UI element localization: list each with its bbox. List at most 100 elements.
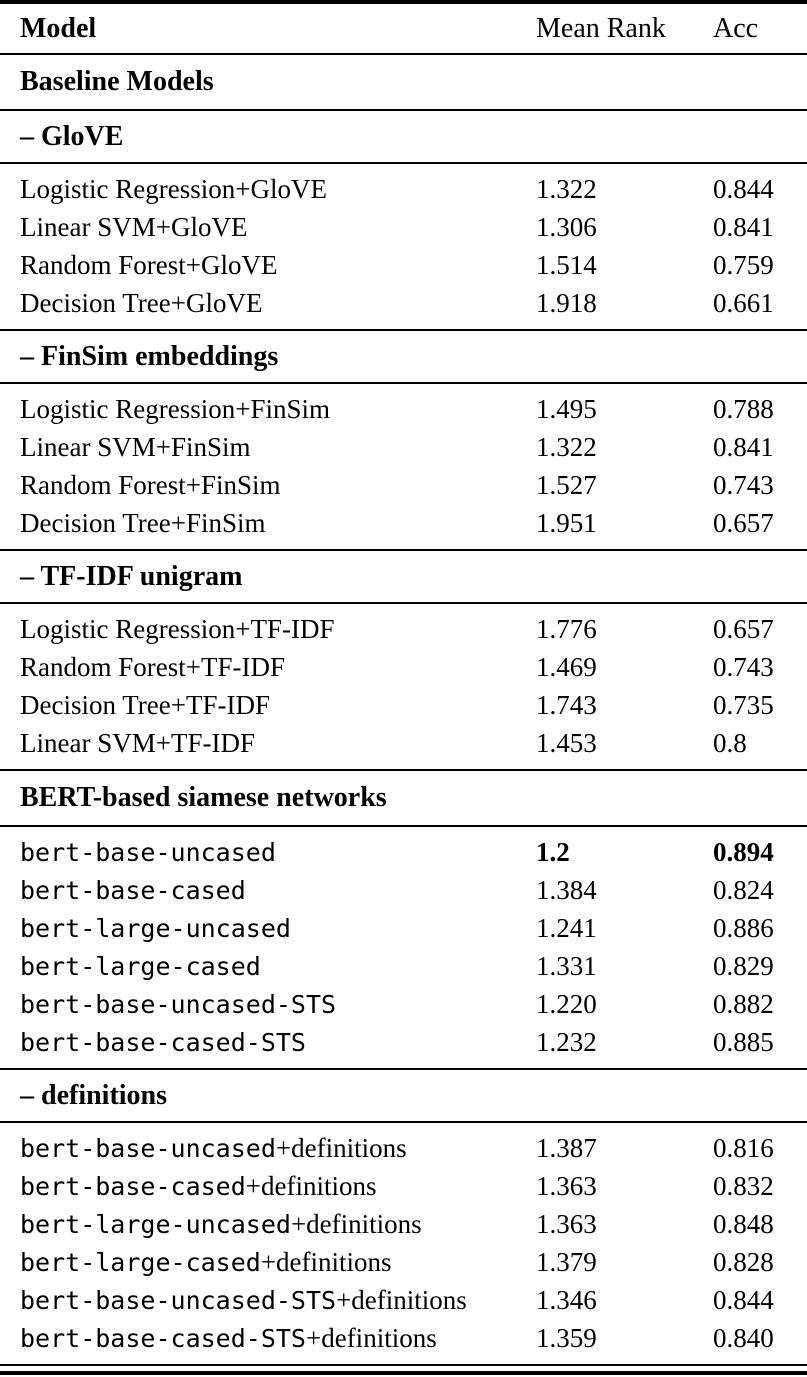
model-cell: bert-base-cased-STS: [0, 1027, 536, 1058]
table-row: bert-base-cased 1.384 0.824: [0, 871, 807, 909]
section-divider-rule: [0, 769, 807, 771]
section-divider-rule: [0, 1068, 807, 1070]
section-divider-rule: [0, 825, 807, 827]
table-row: Linear SVM+TF-IDF 1.453 0.8: [0, 724, 807, 762]
table-row: bert-large-cased+definitions 1.379 0.828: [0, 1243, 807, 1281]
model-name-text: +definitions: [245, 1170, 377, 1201]
column-header-mean-rank: Mean Rank: [536, 12, 666, 44]
table-row: Linear SVM+GloVE 1.306 0.841: [0, 208, 807, 246]
model-cell: Logistic Regression+FinSim: [0, 394, 536, 425]
model-cell: Logistic Regression+TF-IDF: [0, 614, 536, 645]
mean-rank-cell: 1.346: [536, 1284, 597, 1315]
table-bottom-rule: [0, 1371, 807, 1375]
section-rows: bert-base-uncased+definitions 1.387 0.816 b…: [0, 1123, 807, 1364]
model-cell: Random Forest+TF-IDF: [0, 652, 536, 683]
acc-cell: 0.743: [713, 651, 774, 682]
model-cell: bert-base-uncased: [0, 837, 536, 868]
table-row: Random Forest+GloVE 1.514 0.759: [0, 246, 807, 284]
acc-cell: 0.844: [713, 1284, 774, 1315]
model-cell: bert-base-cased+definitions: [0, 1171, 536, 1202]
table-row: bert-base-uncased-STS+definitions 1.346 0.…: [0, 1281, 807, 1319]
table-header-row: Model Mean Rank Acc: [0, 4, 807, 53]
model-name-text: +definitions: [336, 1284, 467, 1315]
mean-rank-cell: 1.951: [536, 507, 597, 538]
section-divider-rule: [0, 109, 807, 111]
acc-cell: 0.894: [713, 836, 774, 867]
section-divider-rule: [0, 1121, 807, 1123]
model-cell: Decision Tree+TF-IDF: [0, 690, 536, 721]
model-cell: bert-base-cased: [0, 875, 536, 906]
model-cell: bert-large-cased: [0, 951, 536, 982]
model-name-text: Linear SVM+GloVE: [20, 211, 248, 242]
acc-cell: 0.882: [713, 988, 774, 1019]
acc-cell: 0.848: [713, 1208, 774, 1239]
model-cell: bert-base-uncased+definitions: [0, 1133, 536, 1164]
mean-rank-cell: 1.743: [536, 689, 597, 720]
table-row: bert-base-uncased+definitions 1.387 0.816: [0, 1129, 807, 1167]
acc-cell: 0.829: [713, 950, 774, 981]
table-row: Logistic Regression+FinSim 1.495 0.788: [0, 390, 807, 428]
table-row: bert-large-cased 1.331 0.829: [0, 947, 807, 985]
model-name-code: bert-base-cased-STS: [20, 1027, 306, 1057]
header-divider-rule: [0, 53, 807, 55]
model-cell: Logistic Regression+GloVE: [0, 174, 536, 205]
model-name-text: Decision Tree+GloVE: [20, 287, 263, 318]
acc-cell: 0.828: [713, 1246, 774, 1277]
mean-rank-cell: 1.322: [536, 431, 597, 462]
table-row: bert-base-uncased-STS 1.220 0.882: [0, 985, 807, 1023]
model-name-text: +definitions: [260, 1246, 392, 1277]
mean-rank-cell: 1.306: [536, 211, 597, 242]
mean-rank-cell: 1.384: [536, 874, 597, 905]
table-row: bert-large-uncased 1.241 0.886: [0, 909, 807, 947]
model-cell: Random Forest+GloVE: [0, 250, 536, 281]
table-row: Logistic Regression+TF-IDF 1.776 0.657: [0, 610, 807, 648]
section-title-label: – definitions: [20, 1079, 168, 1111]
table-row: Decision Tree+TF-IDF 1.743 0.735: [0, 686, 807, 724]
model-name-text: Logistic Regression+TF-IDF: [20, 613, 335, 644]
acc-cell: 0.832: [713, 1170, 774, 1201]
model-name-text: Logistic Regression+FinSim: [20, 393, 330, 424]
model-name-text: Decision Tree+TF-IDF: [20, 689, 270, 720]
model-name-code: bert-large-cased: [20, 1247, 261, 1277]
section-title-label: Baseline Models: [20, 66, 214, 97]
model-cell: Linear SVM+FinSim: [0, 432, 536, 463]
model-cell: bert-base-cased-STS+definitions: [0, 1323, 536, 1354]
table-row: bert-base-uncased 1.2 0.894: [0, 833, 807, 871]
acc-cell: 0.885: [713, 1026, 774, 1057]
section-header: – definitions: [0, 1070, 807, 1121]
model-name-code: bert-base-cased-STS: [20, 1323, 306, 1353]
model-cell: bert-large-cased+definitions: [0, 1247, 536, 1278]
section-header: Baseline Models: [0, 55, 807, 109]
model-name-text: Linear SVM+TF-IDF: [20, 727, 255, 758]
model-name-text: +definitions: [275, 1132, 407, 1163]
section-divider-rule: [0, 1364, 807, 1366]
section-divider-rule: [0, 602, 807, 604]
acc-cell: 0.824: [713, 874, 774, 905]
model-cell: bert-base-uncased-STS: [0, 989, 536, 1020]
mean-rank-cell: 1.322: [536, 173, 597, 204]
column-header-model: Model: [20, 12, 97, 44]
table-row: Random Forest+TF-IDF 1.469 0.743: [0, 648, 807, 686]
mean-rank-cell: 1.2: [536, 836, 570, 867]
model-name-code: bert-large-cased: [20, 951, 261, 981]
model-name-text: Decision Tree+FinSim: [20, 507, 266, 538]
acc-cell: 0.8: [713, 727, 747, 758]
model-cell: Decision Tree+GloVE: [0, 288, 536, 319]
section-divider-rule: [0, 382, 807, 384]
model-name-code: bert-base-uncased-STS: [20, 1285, 337, 1315]
table-row: Random Forest+FinSim 1.527 0.743: [0, 466, 807, 504]
table-row: Decision Tree+GloVE 1.918 0.661: [0, 284, 807, 322]
mean-rank-cell: 1.495: [536, 393, 597, 424]
acc-cell: 0.743: [713, 469, 774, 500]
model-name-code: bert-base-uncased-STS: [20, 989, 337, 1019]
model-name-code: bert-large-uncased: [20, 913, 291, 943]
acc-cell: 0.841: [713, 431, 774, 462]
mean-rank-cell: 1.918: [536, 287, 597, 318]
table-body: Baseline Models – GloVE Logistic Regressio…: [0, 55, 807, 1366]
model-name-text: +definitions: [290, 1208, 422, 1239]
model-cell: Random Forest+FinSim: [0, 470, 536, 501]
model-name-code: bert-base-cased: [20, 875, 246, 905]
model-name-text: +definitions: [305, 1322, 437, 1353]
mean-rank-cell: 1.527: [536, 469, 597, 500]
